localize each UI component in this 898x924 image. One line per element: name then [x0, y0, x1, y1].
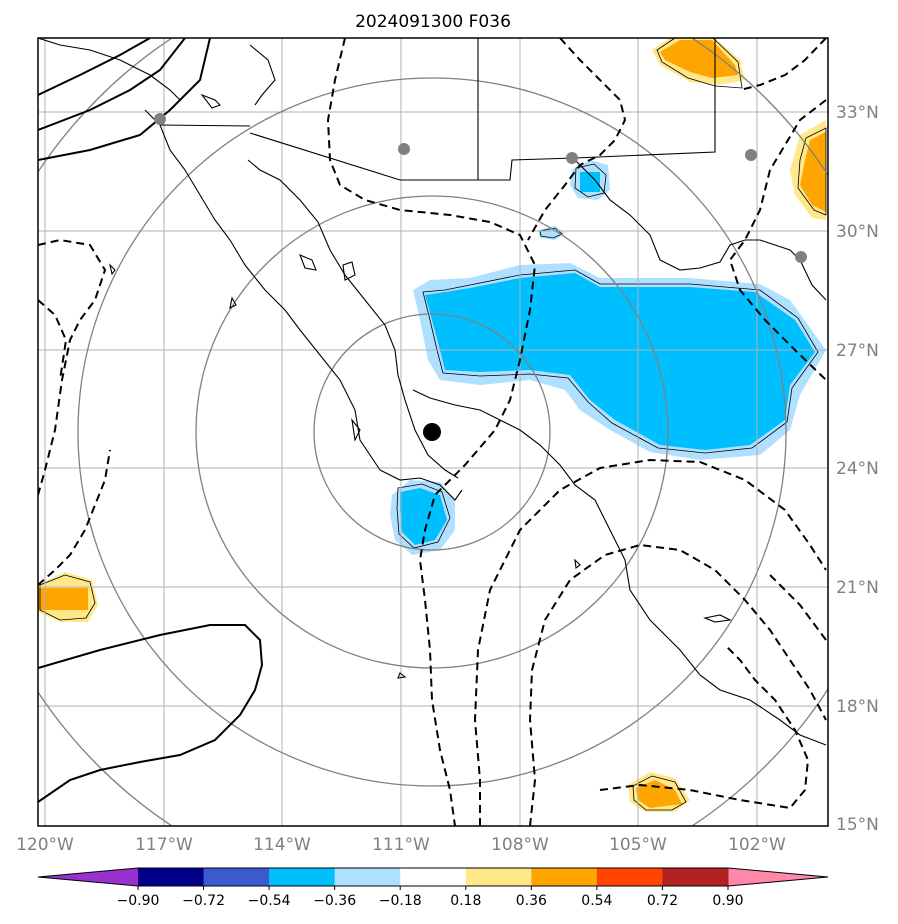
lon-label: 102°W — [728, 835, 786, 855]
south-orange-region — [636, 780, 682, 808]
colorbar-tick-label: 0.54 — [581, 893, 612, 909]
coastlines — [38, 38, 827, 746]
positive-anomaly-fields — [38, 38, 826, 812]
lat-label: 15°N — [836, 815, 879, 835]
lon-label: 108°W — [491, 835, 549, 855]
lat-label: 18°N — [836, 697, 879, 717]
station-markers — [154, 113, 807, 263]
lon-label: 105°W — [609, 835, 667, 855]
colorbar-extend-low — [38, 868, 138, 886]
colorbar-segment — [400, 868, 467, 886]
latitude-labels: 33°N 30°N 27°N 24°N 21°N 18°N 15°N — [836, 103, 879, 835]
southern-cyan-region — [400, 488, 447, 545]
map-frame — [37, 37, 829, 827]
colorbar-segment — [203, 868, 270, 886]
lat-label: 27°N — [836, 341, 879, 361]
colorbar-segment — [138, 868, 205, 886]
colorbar: −0.90 −0.72 −0.54 −0.36 −0.18 0.18 0.36 0.54 0.7… — [37, 867, 829, 909]
colorbar-segment — [269, 868, 336, 886]
lat-label: 21°N — [836, 578, 879, 598]
colorbar-extend-high — [728, 868, 828, 886]
solid-contours — [38, 38, 264, 803]
colorbar-tick-label: −0.72 — [182, 893, 225, 909]
colorbar-segment — [596, 868, 663, 886]
lat-label: 30°N — [836, 222, 879, 242]
ne-orange-region — [660, 40, 738, 78]
colorbar-tick-label: 0.18 — [450, 893, 481, 909]
lat-label: 24°N — [836, 459, 879, 479]
map-title: 2024091300 F036 — [355, 12, 511, 32]
station-marker — [398, 143, 410, 155]
colorbar-tick-label: 0.90 — [712, 893, 743, 909]
range-rings — [38, 38, 828, 826]
colorbar-tick-label: −0.54 — [248, 893, 291, 909]
colorbar-tick-label: 0.72 — [647, 893, 678, 909]
lon-label: 114°W — [253, 835, 311, 855]
gridlines — [38, 38, 828, 826]
center-marker — [423, 423, 441, 441]
east-orange-region — [800, 132, 826, 212]
colorbar-segment — [662, 868, 729, 886]
colorbar-segment — [334, 868, 401, 886]
colorbar-tick-label: −0.90 — [117, 893, 160, 909]
shading-outlines — [39, 38, 827, 811]
west-orange-region — [38, 588, 88, 610]
station-marker — [154, 113, 166, 125]
colorbar-tick-label: 0.36 — [516, 893, 547, 909]
colorbar-tick-label: −0.18 — [379, 893, 422, 909]
station-marker — [566, 152, 578, 164]
lon-label: 117°W — [135, 835, 193, 855]
map-plot-area — [38, 38, 828, 826]
colorbar-segment — [465, 868, 532, 886]
lat-label: 33°N — [836, 103, 879, 123]
longitude-labels: 120°W 117°W 114°W 111°W 108°W 105°W 102°… — [16, 835, 786, 855]
station-marker — [795, 251, 807, 263]
colorbar-segment — [531, 868, 598, 886]
dashed-contours — [38, 38, 827, 826]
large-cyan-region — [425, 273, 815, 450]
lon-label: 120°W — [16, 835, 74, 855]
colorbar-tick-label: −0.36 — [313, 893, 356, 909]
lon-label: 111°W — [372, 835, 430, 855]
negative-anomaly-fields — [390, 160, 826, 555]
northern-cyan-cell — [580, 172, 600, 192]
station-marker — [745, 149, 757, 161]
